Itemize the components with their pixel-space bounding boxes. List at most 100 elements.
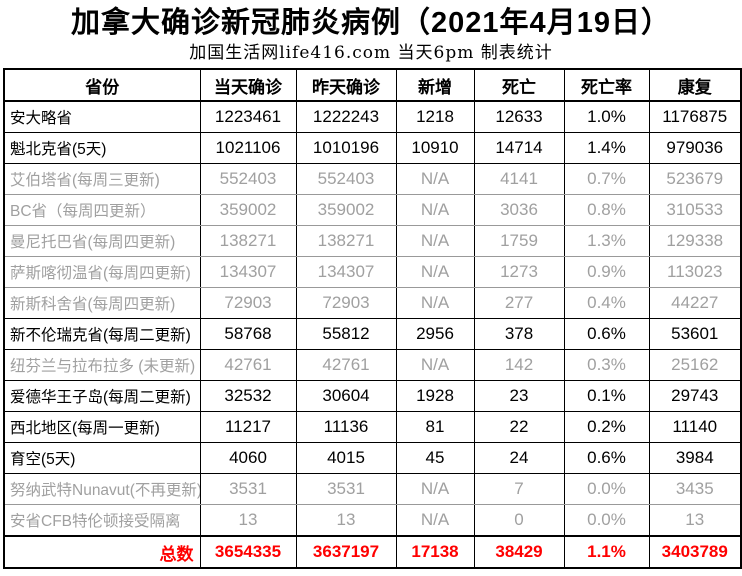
province-cell: 爱德华王子岛(每周二更新) [3,380,201,412]
province-cell: 曼尼托巴省(每周四更新) [3,225,201,257]
recovered-cell: 310533 [648,194,742,226]
total-new: 17138 [395,535,475,569]
table-row: 安大略省 1223461 1222243 1218 12633 1.0% 1176875 [3,100,742,133]
today-cell: 359002 [199,194,297,226]
today-cell: 552403 [199,163,297,195]
province-cell: 纽芬兰与拉布拉多 (未更新) [3,349,201,381]
table-row: 魁北克省(5天) 1021106 1010196 10910 14714 1.4% 9790… [3,132,742,164]
deaths-cell: 3036 [473,194,565,226]
province-cell: 西北地区(每周一更新) [3,411,201,443]
recovered-cell: 11140 [648,411,742,443]
deaths-cell: 277 [473,287,565,319]
death-rate-cell: 0.0% [563,473,650,505]
deaths-cell: 0 [473,504,565,537]
yesterday-cell: 3531 [295,473,397,505]
death-rate-cell: 0.3% [563,349,650,381]
deaths-cell: 7 [473,473,565,505]
recovered-cell: 979036 [648,132,742,164]
province-cell: 魁北克省(5天) [3,132,201,164]
yesterday-cell: 1222243 [295,100,397,133]
column-header-today: 当天确诊 [199,68,297,102]
yesterday-cell: 4015 [295,442,397,474]
column-header-recovered: 康复 [648,68,742,102]
table-row: 纽芬兰与拉布拉多 (未更新) 42761 42761 N/A 142 0.3% 25162 [3,349,742,381]
table-row: 努纳武特Nunavut(不再更新) 3531 3531 N/A 7 0.0% 3435 [3,473,742,505]
total-row: 总数 3654335 3637197 17138 38429 1.1% 3403… [3,535,742,569]
new-cell: N/A [395,163,475,195]
death-rate-cell: 1.4% [563,132,650,164]
death-rate-cell: 0.8% [563,194,650,226]
new-cell: N/A [395,287,475,319]
recovered-cell: 113023 [648,256,742,288]
total-today: 3654335 [199,535,297,569]
new-cell: 45 [395,442,475,474]
total-death-rate: 1.1% [563,535,650,569]
today-cell: 1021106 [199,132,297,164]
table-row: 新不伦瑞克省(每周二更新) 58768 55812 2956 378 0.6% 53601 [3,318,742,350]
death-rate-cell: 0.4% [563,287,650,319]
death-rate-cell: 0.1% [563,380,650,412]
table-row: 新斯科舍省(每周四更新) 72903 72903 N/A 277 0.4% 44227 [3,287,742,319]
recovered-cell: 13 [648,504,742,537]
table-body: 安大略省 1223461 1222243 1218 12633 1.0% 1176875 魁北… [3,100,742,537]
province-cell: 安大略省 [3,100,201,133]
column-header-death-rate: 死亡率 [563,68,650,102]
new-cell: 81 [395,411,475,443]
recovered-cell: 523679 [648,163,742,195]
death-rate-cell: 0.9% [563,256,650,288]
today-cell: 138271 [199,225,297,257]
table-footer: 总数 3654335 3637197 17138 38429 1.1% 3403… [3,535,742,569]
total-deaths: 38429 [473,535,565,569]
total-yesterday: 3637197 [295,535,397,569]
death-rate-cell: 1.3% [563,225,650,257]
deaths-cell: 1273 [473,256,565,288]
death-rate-cell: 0.7% [563,163,650,195]
yesterday-cell: 55812 [295,318,397,350]
province-cell: 努纳武特Nunavut(不再更新) [3,473,201,505]
column-header-yesterday: 昨天确诊 [295,68,397,102]
recovered-cell: 44227 [648,287,742,319]
covid-table: 省份 当天确诊 昨天确诊 新增 死亡 死亡率 康复 安大略省 1223461 122… [3,68,742,569]
death-rate-cell: 0.6% [563,442,650,474]
deaths-cell: 378 [473,318,565,350]
today-cell: 4060 [199,442,297,474]
today-cell: 11217 [199,411,297,443]
table-row: 曼尼托巴省(每周四更新) 138271 138271 N/A 1759 1.3% 12933… [3,225,742,257]
recovered-cell: 29743 [648,380,742,412]
yesterday-cell: 1010196 [295,132,397,164]
province-cell: 艾伯塔省(每周三更新) [3,163,201,195]
today-cell: 3531 [199,473,297,505]
deaths-cell: 24 [473,442,565,474]
today-cell: 32532 [199,380,297,412]
deaths-cell: 14714 [473,132,565,164]
province-cell: 萨斯喀彻温省(每周四更新) [3,256,201,288]
covid-stats-infographic: 加拿大确诊新冠肺炎病例（2021年4月19日） 加国生活网life416.com… [0,6,742,569]
table-row: 艾伯塔省(每周三更新) 552403 552403 N/A 4141 0.7% 523679 [3,163,742,195]
column-header-province: 省份 [3,68,201,102]
province-cell: 新不伦瑞克省(每周二更新) [3,318,201,350]
yesterday-cell: 138271 [295,225,397,257]
new-cell: 2956 [395,318,475,350]
death-rate-cell: 0.0% [563,504,650,537]
today-cell: 13 [199,504,297,537]
table-header: 省份 当天确诊 昨天确诊 新增 死亡 死亡率 康复 [3,68,742,102]
yesterday-cell: 13 [295,504,397,537]
yesterday-cell: 552403 [295,163,397,195]
recovered-cell: 129338 [648,225,742,257]
yesterday-cell: 11136 [295,411,397,443]
recovered-cell: 3984 [648,442,742,474]
deaths-cell: 12633 [473,100,565,133]
table-row: BC省（每周四更新） 359002 359002 N/A 3036 0.8% 310533 [3,194,742,226]
deaths-cell: 22 [473,411,565,443]
new-cell: N/A [395,256,475,288]
recovered-cell: 53601 [648,318,742,350]
page-subtitle: 加国生活网life416.com 当天6pm 制表统计 [189,43,553,63]
deaths-cell: 1759 [473,225,565,257]
death-rate-cell: 0.2% [563,411,650,443]
recovered-cell: 25162 [648,349,742,381]
yesterday-cell: 134307 [295,256,397,288]
yesterday-cell: 359002 [295,194,397,226]
header-row: 省份 当天确诊 昨天确诊 新增 死亡 死亡率 康复 [3,68,742,102]
recovered-cell: 3435 [648,473,742,505]
new-cell: N/A [395,225,475,257]
